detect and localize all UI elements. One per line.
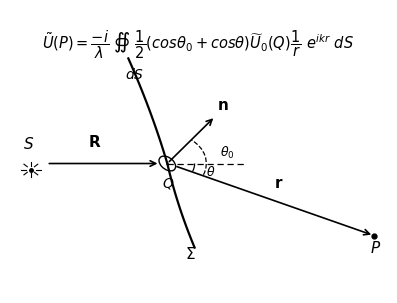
Text: $\tilde{U}(P) = \dfrac{-i}{\lambda}\ \oiint\ \dfrac{1}{2}(cos\theta_0 + cos\thet: $\tilde{U}(P) = \dfrac{-i}{\lambda}\ \oi… (42, 28, 355, 61)
Text: $dS$: $dS$ (125, 68, 144, 82)
Text: $P$: $P$ (370, 240, 382, 255)
Text: $\mathbf{r}$: $\mathbf{r}$ (274, 176, 283, 191)
Text: $\theta$: $\theta$ (206, 165, 215, 179)
Text: $\Sigma$: $\Sigma$ (185, 245, 196, 261)
Text: $\mathbf{n}$: $\mathbf{n}$ (217, 99, 229, 113)
Text: $Q$: $Q$ (162, 175, 174, 191)
Text: $S$: $S$ (23, 136, 35, 152)
Text: $\mathbf{R}$: $\mathbf{R}$ (89, 134, 102, 150)
Text: $\theta_0$: $\theta_0$ (220, 145, 235, 161)
